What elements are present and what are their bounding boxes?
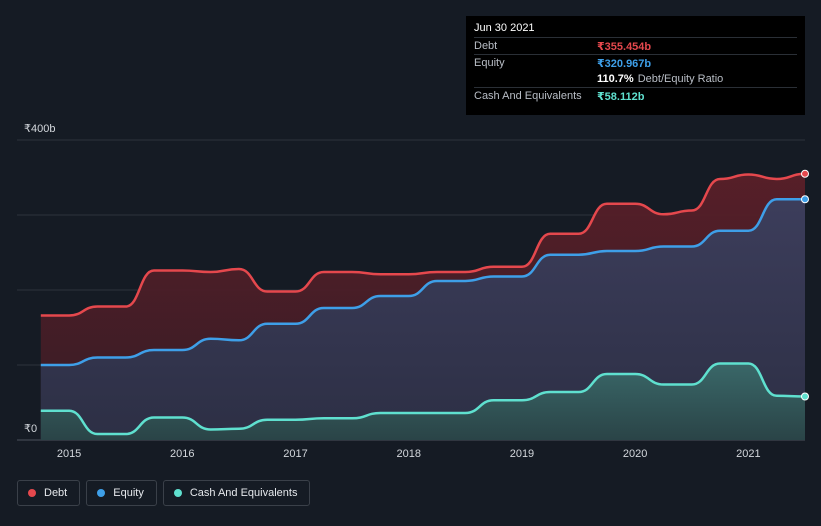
line-debt bbox=[40, 172, 806, 317]
endpoint-cash-and-equivalents bbox=[801, 392, 809, 401]
tooltip-debt-value: ₹355.454b bbox=[597, 40, 652, 53]
series-endpoints bbox=[801, 169, 809, 401]
tooltip-equity-label: Equity bbox=[474, 57, 505, 69]
tooltip-cash-label: Cash And Equivalents bbox=[474, 90, 582, 102]
tooltip-row-ratio: 110.7% Debt/Equity Ratio bbox=[474, 71, 797, 87]
legend-item-debt[interactable]: Debt bbox=[17, 480, 81, 506]
line-cash-and-equivalents bbox=[40, 362, 806, 436]
legend-label-cash: Cash And Equivalents bbox=[189, 487, 298, 499]
area-cash-and-equivalents bbox=[40, 363, 806, 440]
legend-item-cash[interactable]: Cash And Equivalents bbox=[162, 480, 311, 506]
tooltip-cash-value: ₹58.112b bbox=[597, 90, 645, 103]
x-tick-label: 2017 bbox=[283, 448, 307, 460]
tooltip-ratio-label: Debt/Equity Ratio bbox=[637, 73, 724, 85]
tooltip-row-debt: Debt ₹355.454b bbox=[474, 37, 797, 54]
line-equity bbox=[40, 198, 805, 367]
legend-label-equity: Equity bbox=[113, 487, 144, 499]
tooltip-row-equity: Equity ₹320.967b bbox=[474, 54, 797, 71]
legend-dot-equity bbox=[97, 489, 106, 497]
series-areas bbox=[40, 173, 806, 441]
tooltip-row-cash: Cash And Equivalents ₹58.112b bbox=[474, 87, 797, 104]
series-lines bbox=[40, 172, 806, 436]
endpoint-equity bbox=[801, 195, 809, 204]
legend-dot-debt bbox=[28, 489, 36, 497]
legend-dot-cash bbox=[173, 489, 182, 497]
x-tick-label: 2016 bbox=[170, 448, 194, 460]
tooltip-date: Jun 30 2021 bbox=[474, 22, 535, 34]
y-tick-label: ₹400b bbox=[24, 123, 55, 135]
y-axis-ticks: ₹400b ₹0 bbox=[24, 123, 55, 435]
tooltip-equity-value: ₹320.967b bbox=[597, 57, 652, 70]
x-tick-label: 2015 bbox=[57, 448, 81, 460]
chart-legend: Debt Equity Cash And Equivalents bbox=[17, 480, 311, 506]
endpoint-debt bbox=[801, 169, 809, 178]
tooltip-debt-label: Debt bbox=[474, 40, 498, 52]
x-tick-label: 2020 bbox=[623, 448, 647, 460]
x-axis-ticks: 2015 2016 2017 2018 2019 2020 2021 bbox=[57, 448, 761, 460]
tooltip-panel: Jun 30 2021 Debt ₹355.454b Equity ₹320.9… bbox=[466, 16, 805, 115]
y-tick-label: ₹0 bbox=[24, 423, 37, 435]
x-tick-label: 2021 bbox=[736, 448, 760, 460]
x-tick-label: 2019 bbox=[510, 448, 534, 460]
tooltip-ratio-value: 110.7% bbox=[597, 73, 634, 85]
legend-label-debt: Debt bbox=[44, 487, 68, 499]
legend-item-equity[interactable]: Equity bbox=[86, 480, 157, 506]
x-tick-label: 2018 bbox=[396, 448, 420, 460]
